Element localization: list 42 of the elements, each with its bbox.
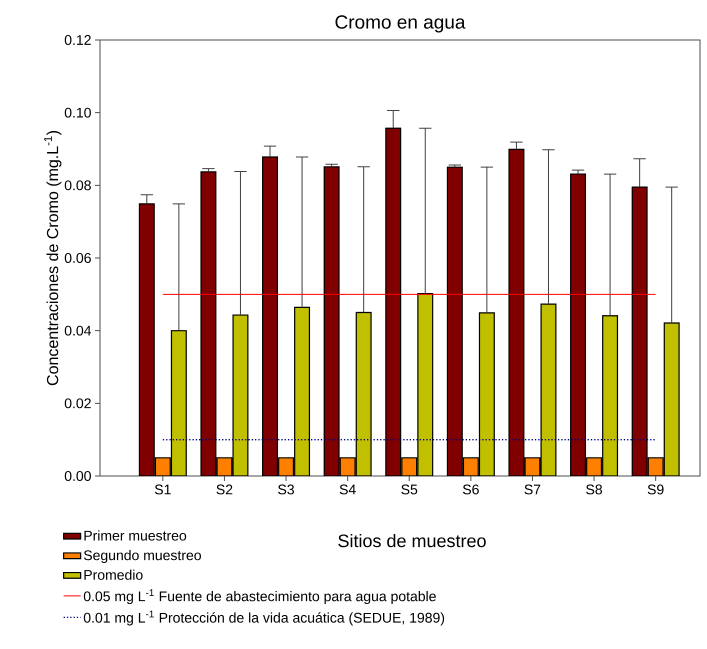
bar bbox=[200, 171, 216, 476]
x-tick-label: S8 bbox=[586, 484, 602, 494]
bar bbox=[232, 314, 248, 476]
bar bbox=[446, 166, 463, 476]
bar bbox=[632, 186, 648, 476]
bar bbox=[478, 312, 495, 476]
y-tick-label: 0.10 bbox=[64, 108, 91, 118]
x-tick-label: S4 bbox=[340, 484, 356, 494]
bar bbox=[417, 293, 434, 476]
bar bbox=[262, 156, 278, 476]
x-tick-label: S2 bbox=[216, 484, 232, 494]
chart-title: Cromo en agua bbox=[335, 15, 466, 32]
bar bbox=[570, 173, 586, 476]
legend-label: Segundo muestreo bbox=[84, 550, 201, 564]
bar bbox=[294, 306, 310, 476]
bar bbox=[385, 128, 402, 476]
x-tick-label: S6 bbox=[462, 484, 479, 494]
x-tick-label: S9 bbox=[648, 484, 664, 494]
legend-label: 0.01 mg L$^{-1}$ Protección de la vida acuática (SEDUE, 1989) bbox=[84, 610, 444, 626]
legend-label: Promedio bbox=[84, 570, 143, 580]
bar bbox=[508, 148, 524, 476]
bar bbox=[324, 166, 340, 476]
y-tick-label: 0.02 bbox=[64, 398, 91, 408]
legend-label: 0.05 mg L$^{-1}$ Fuente de abastecimiento para agua potable bbox=[84, 589, 436, 604]
x-axis-title: Sitios de muestreo bbox=[338, 534, 486, 548]
y-tick-label: 0.06 bbox=[64, 253, 91, 263]
x-tick-label: S7 bbox=[524, 484, 540, 494]
bar bbox=[170, 330, 187, 476]
x-tick-label: S1 bbox=[154, 484, 171, 494]
y-tick-label: 0.08 bbox=[64, 180, 91, 190]
y-axis-title: Concentraciones de Cromo (mg.L$^{-1}$) bbox=[44, 131, 62, 386]
x-tick-label: S3 bbox=[278, 484, 294, 494]
y-tick-label: 0.12 bbox=[64, 35, 91, 45]
legend-label: Primer muestreo bbox=[84, 530, 186, 541]
y-tick-label: 0.00 bbox=[64, 471, 91, 481]
bar bbox=[602, 315, 618, 476]
bar bbox=[540, 304, 556, 476]
bar bbox=[664, 322, 680, 476]
bar bbox=[356, 312, 372, 476]
y-tick-label: 0.04 bbox=[64, 326, 92, 336]
bar bbox=[138, 203, 155, 476]
x-tick-label: S5 bbox=[401, 484, 418, 494]
